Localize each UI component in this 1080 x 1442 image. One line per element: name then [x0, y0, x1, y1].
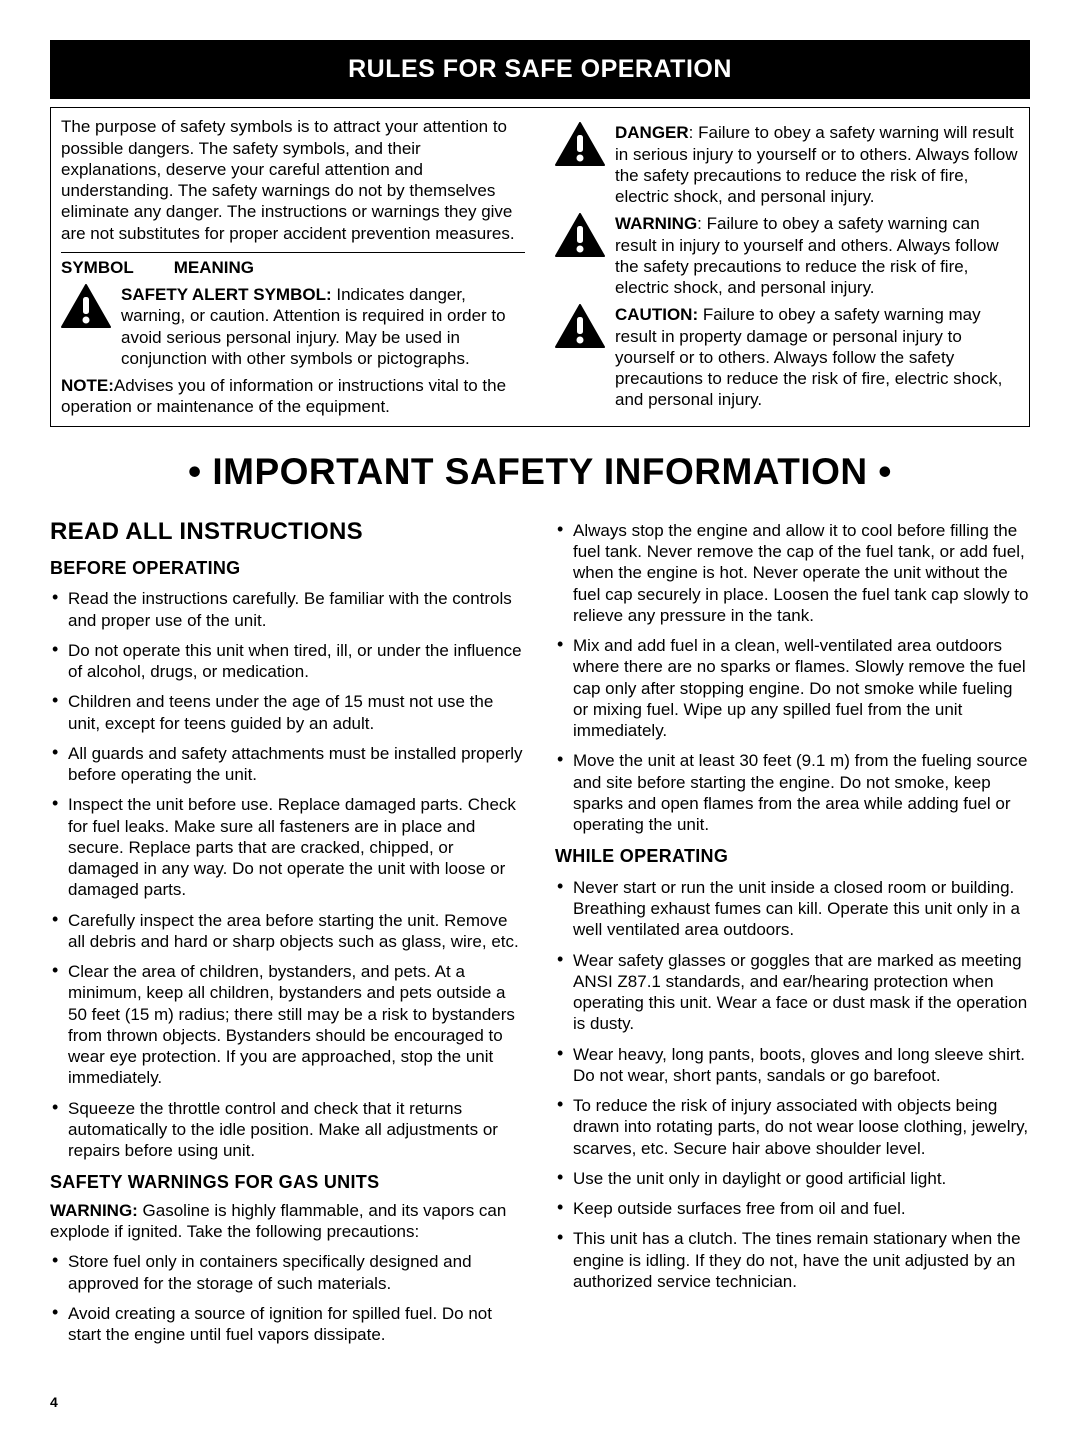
- list-item: All guards and safety attachments must b…: [50, 743, 525, 786]
- warning-row: WARNING: Failure to obey a safety warnin…: [555, 213, 1019, 298]
- body-columns: READ ALL INSTRUCTIONS BEFORE OPERATING R…: [50, 511, 1030, 1355]
- list-item: Read the instructions carefully. Be fami…: [50, 588, 525, 631]
- gas-warnings-list-continued: Always stop the engine and allow it to c…: [555, 520, 1030, 836]
- list-item: This unit has a clutch. The tines remain…: [555, 1228, 1030, 1292]
- list-item: Wear safety glasses or goggles that are …: [555, 950, 1030, 1035]
- list-item: Never start or run the unit inside a clo…: [555, 877, 1030, 941]
- caution-row: CAUTION: Failure to obey a safety warnin…: [555, 304, 1019, 410]
- intro-text: The purpose of safety symbols is to attr…: [61, 116, 525, 244]
- list-item: Wear heavy, long pants, boots, gloves an…: [555, 1044, 1030, 1087]
- warning-triangle-icon: [555, 304, 605, 348]
- safety-alert-row: SAFETY ALERT SYMBOL: Indicates danger, w…: [61, 284, 525, 369]
- list-item: Inspect the unit before use. Replace dam…: [50, 794, 525, 900]
- before-operating-heading: BEFORE OPERATING: [50, 557, 525, 580]
- symbols-frame: The purpose of safety symbols is to attr…: [50, 107, 1030, 426]
- list-item: Always stop the engine and allow it to c…: [555, 520, 1030, 626]
- list-item: Avoid creating a source of ignition for …: [50, 1303, 525, 1346]
- warning-triangle-icon: [61, 284, 111, 328]
- warning-triangle-icon: [555, 122, 605, 166]
- list-item: Mix and add fuel in a clean, well-ventil…: [555, 635, 1030, 741]
- danger-row: DANGER: Failure to obey a safety warning…: [555, 122, 1019, 207]
- important-safety-title: • IMPORTANT SAFETY INFORMATION •: [50, 449, 1030, 495]
- list-item: Keep outside surfaces free from oil and …: [555, 1198, 1030, 1219]
- read-all-heading: READ ALL INSTRUCTIONS: [50, 517, 525, 547]
- gas-warning-paragraph: WARNING: Gasoline is highly flammable, a…: [50, 1200, 525, 1243]
- while-operating-list: Never start or run the unit inside a clo…: [555, 877, 1030, 1292]
- list-item: Squeeze the throttle control and check t…: [50, 1098, 525, 1162]
- list-item: To reduce the risk of injury associated …: [555, 1095, 1030, 1159]
- list-item: Store fuel only in containers specifical…: [50, 1251, 525, 1294]
- symbol-meaning-header: SYMBOLMEANING: [61, 252, 525, 278]
- list-item: Children and teens under the age of 15 m…: [50, 691, 525, 734]
- list-item: Do not operate this unit when tired, ill…: [50, 640, 525, 683]
- rules-banner: RULES FOR SAFE OPERATION: [50, 40, 1030, 99]
- before-operating-list: Read the instructions carefully. Be fami…: [50, 588, 525, 1161]
- list-item: Clear the area of children, bystanders, …: [50, 961, 525, 1089]
- while-operating-heading: WHILE OPERATING: [555, 845, 1030, 868]
- warning-triangle-icon: [555, 213, 605, 257]
- gas-warnings-heading: SAFETY WARNINGS FOR GAS UNITS: [50, 1171, 525, 1194]
- list-item: Carefully inspect the area before starti…: [50, 910, 525, 953]
- gas-warnings-list: Store fuel only in containers specifical…: [50, 1251, 525, 1345]
- note-row: NOTE:Advises you of information or instr…: [61, 375, 525, 418]
- list-item: Use the unit only in daylight or good ar…: [555, 1168, 1030, 1189]
- list-item: Move the unit at least 30 feet (9.1 m) f…: [555, 750, 1030, 835]
